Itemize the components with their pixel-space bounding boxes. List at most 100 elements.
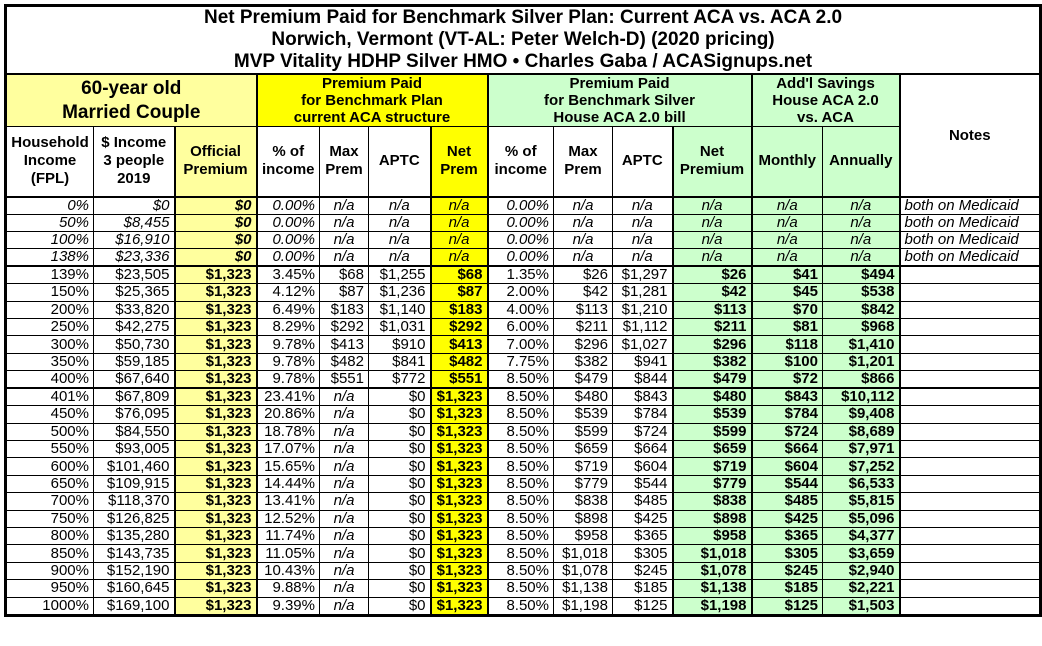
savings-annually-cell[interactable]: n/a	[822, 248, 900, 267]
aca-net-prem-cell[interactable]: $1,323	[429, 457, 488, 476]
group-header-notes[interactable]: Notes	[898, 73, 1042, 198]
savings-monthly-cell[interactable]: $724	[750, 422, 823, 442]
col-header-aca2-max-prem[interactable]: Max Prem	[553, 126, 613, 198]
aca-max-prem-cell[interactable]: n/a	[319, 457, 369, 476]
official-premium-cell[interactable]: $1,323	[173, 318, 257, 337]
aca2-aptc-cell[interactable]: $843	[612, 387, 673, 407]
fpl-cell[interactable]: 700%	[5, 492, 94, 511]
income-cell[interactable]: $8,455	[93, 213, 175, 232]
aca2-max-prem-cell[interactable]: $479	[553, 370, 613, 389]
savings-monthly-cell[interactable]: $784	[750, 405, 823, 424]
savings-annually-cell[interactable]: $2,940	[822, 561, 900, 581]
aca-net-prem-cell[interactable]: $1,323	[429, 422, 488, 442]
aca2-aptc-cell[interactable]: $784	[612, 405, 673, 424]
official-premium-cell[interactable]: $0	[173, 213, 257, 232]
official-premium-cell[interactable]: $1,323	[173, 579, 257, 598]
aca-net-prem-cell[interactable]: $1,323	[429, 387, 488, 407]
aca2-aptc-cell[interactable]: $844	[612, 370, 673, 389]
aca2-aptc-cell[interactable]: $245	[612, 561, 673, 581]
aca-max-prem-cell[interactable]: n/a	[319, 544, 369, 563]
income-cell[interactable]: $16,910	[93, 230, 175, 250]
aca2-aptc-cell[interactable]: $664	[612, 440, 673, 459]
official-premium-cell[interactable]: $0	[173, 196, 257, 215]
fpl-cell[interactable]: 300%	[5, 335, 94, 354]
income-cell[interactable]: $126,825	[93, 509, 175, 528]
fpl-cell[interactable]: 1000%	[5, 596, 94, 616]
aca-pct-income-cell[interactable]: 11.74%	[255, 526, 320, 546]
fpl-cell[interactable]: 350%	[5, 352, 94, 372]
aca-net-prem-cell[interactable]: n/a	[429, 248, 488, 267]
aca-net-prem-cell[interactable]: $1,323	[429, 561, 488, 581]
aca-net-prem-cell[interactable]: $1,323	[429, 440, 488, 459]
aca-aptc-cell[interactable]: $1,236	[368, 283, 431, 302]
fpl-cell[interactable]: 0%	[5, 196, 94, 215]
savings-monthly-cell[interactable]: $365	[750, 526, 823, 546]
fpl-cell[interactable]: 400%	[5, 370, 94, 389]
aca2-net-premium-cell[interactable]: n/a	[671, 196, 752, 215]
notes-cell[interactable]	[898, 579, 1042, 598]
savings-monthly-cell[interactable]: $81	[750, 318, 823, 337]
aca-pct-income-cell[interactable]: 9.39%	[255, 596, 320, 616]
aca-max-prem-cell[interactable]: n/a	[319, 405, 369, 424]
aca-max-prem-cell[interactable]: $183	[319, 300, 369, 320]
notes-cell[interactable]: both on Medicaid	[898, 213, 1042, 232]
savings-annually-cell[interactable]: n/a	[822, 213, 900, 232]
savings-annually-cell[interactable]: $968	[822, 318, 900, 337]
notes-cell[interactable]	[898, 526, 1042, 546]
aca2-pct-income-cell[interactable]: 7.75%	[486, 352, 554, 372]
aca2-aptc-cell[interactable]: $1,112	[612, 318, 673, 337]
aca-aptc-cell[interactable]: $0	[368, 544, 431, 563]
aca-max-prem-cell[interactable]: n/a	[319, 387, 369, 407]
aca2-pct-income-cell[interactable]: 8.50%	[486, 544, 554, 563]
aca-pct-income-cell[interactable]: 20.86%	[255, 405, 320, 424]
income-cell[interactable]: $84,550	[93, 422, 175, 442]
savings-annually-cell[interactable]: $9,408	[822, 405, 900, 424]
aca2-pct-income-cell[interactable]: 8.50%	[486, 509, 554, 528]
savings-monthly-cell[interactable]: $70	[750, 300, 823, 320]
aca-aptc-cell[interactable]: n/a	[368, 196, 431, 215]
fpl-cell[interactable]: 138%	[5, 248, 94, 267]
notes-cell[interactable]	[898, 440, 1042, 459]
aca-aptc-cell[interactable]: $0	[368, 509, 431, 528]
income-cell[interactable]: $50,730	[93, 335, 175, 354]
aca2-pct-income-cell[interactable]: 8.50%	[486, 474, 554, 494]
savings-monthly-cell[interactable]: $664	[750, 440, 823, 459]
aca-pct-income-cell[interactable]: 9.78%	[255, 352, 320, 372]
aca-aptc-cell[interactable]: $910	[368, 335, 431, 354]
notes-cell[interactable]	[898, 509, 1042, 528]
aca2-net-premium-cell[interactable]: $479	[671, 370, 752, 389]
savings-monthly-cell[interactable]: $72	[750, 370, 823, 389]
aca-aptc-cell[interactable]: $0	[368, 422, 431, 442]
aca2-aptc-cell[interactable]: n/a	[612, 196, 673, 215]
aca2-pct-income-cell[interactable]: 8.50%	[486, 457, 554, 476]
aca2-pct-income-cell[interactable]: 8.50%	[486, 422, 554, 442]
income-cell[interactable]: $135,280	[93, 526, 175, 546]
aca2-max-prem-cell[interactable]: $719	[553, 457, 613, 476]
aca-net-prem-cell[interactable]: $551	[429, 370, 488, 389]
savings-monthly-cell[interactable]: $485	[750, 492, 823, 511]
aca-net-prem-cell[interactable]: $1,323	[429, 544, 488, 563]
fpl-cell[interactable]: 950%	[5, 579, 94, 598]
aca-net-prem-cell[interactable]: n/a	[429, 230, 488, 250]
official-premium-cell[interactable]: $1,323	[173, 405, 257, 424]
notes-cell[interactable]	[898, 474, 1042, 494]
savings-annually-cell[interactable]: $8,689	[822, 422, 900, 442]
fpl-cell[interactable]: 401%	[5, 387, 94, 407]
savings-annually-cell[interactable]: $494	[822, 265, 900, 285]
savings-monthly-cell[interactable]: $45	[750, 283, 823, 302]
aca2-pct-income-cell[interactable]: 8.50%	[486, 579, 554, 598]
aca2-net-premium-cell[interactable]: $719	[671, 457, 752, 476]
savings-annually-cell[interactable]: $538	[822, 283, 900, 302]
aca-pct-income-cell[interactable]: 9.78%	[255, 370, 320, 389]
aca2-aptc-cell[interactable]: $1,027	[612, 335, 673, 354]
notes-cell[interactable]	[898, 335, 1042, 354]
aca-aptc-cell[interactable]: $841	[368, 352, 431, 372]
aca-max-prem-cell[interactable]: $68	[319, 265, 369, 285]
aca2-net-premium-cell[interactable]: $382	[671, 352, 752, 372]
aca2-net-premium-cell[interactable]: $480	[671, 387, 752, 407]
aca-net-prem-cell[interactable]: $1,323	[429, 509, 488, 528]
aca-max-prem-cell[interactable]: n/a	[319, 213, 369, 232]
col-header-aca-aptc[interactable]: APTC	[368, 126, 431, 198]
aca2-net-premium-cell[interactable]: $26	[671, 265, 752, 285]
aca-aptc-cell[interactable]: $0	[368, 387, 431, 407]
